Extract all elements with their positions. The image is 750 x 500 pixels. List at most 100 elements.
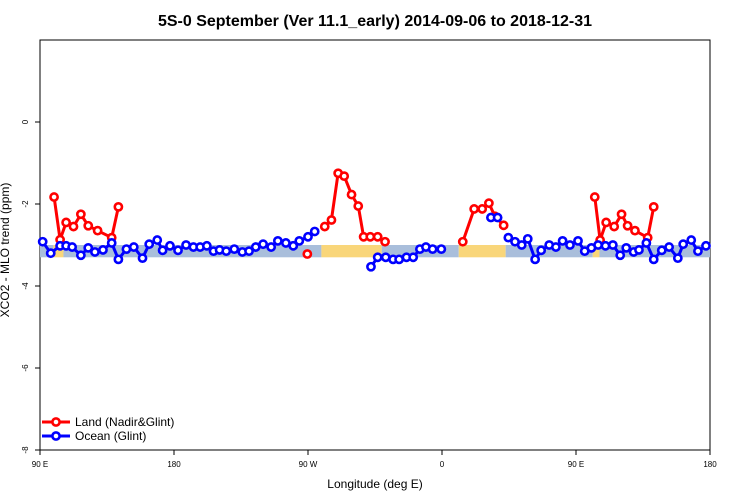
series-1-point-0-4 (67, 242, 78, 252)
series-1-point-3-0 (503, 232, 514, 243)
series-1-point-0-22 (201, 240, 212, 251)
series-0-point-3-2 (477, 204, 488, 214)
series-1-point-0-17 (165, 240, 175, 251)
y-tick-label-3: -6 (21, 364, 30, 372)
band-segment-1 (53, 245, 64, 258)
band-segment-5 (458, 245, 506, 258)
series-1-point-0-32 (272, 235, 283, 246)
series-1-point-3-7 (551, 242, 561, 252)
series-0-point-4-3 (609, 221, 620, 232)
series-1-point-3-14 (600, 240, 611, 251)
series-1-point-0-12 (128, 242, 139, 252)
series-1-point-1-0 (366, 261, 376, 272)
series-1-point-3-19 (634, 245, 644, 255)
y-axis-label: XCO2 - MLO trend (ppm) (0, 183, 12, 318)
series-1-point-0-18 (173, 245, 183, 256)
series-0-point-4-4 (616, 209, 627, 220)
series-1-point-0-8 (98, 245, 108, 255)
series-0-point-4-2 (601, 217, 612, 228)
series-0-point-0-6 (92, 225, 103, 236)
y-axis: 0 -2 -4 -6 -8 (21, 119, 40, 454)
y-tick-label-2: -4 (21, 282, 30, 290)
series-1-point-3-24 (672, 253, 683, 264)
series-0-point-2-9 (380, 236, 390, 247)
series-1-point-0-26 (229, 244, 240, 254)
series-1 (37, 212, 711, 272)
series-1-point-0-31 (266, 242, 277, 252)
legend-marker-0 (51, 417, 61, 427)
series-0-point-3-1 (469, 204, 480, 214)
series-1-point-3-13 (593, 240, 604, 250)
series-1-point-1-6 (408, 252, 419, 263)
series-1-point-3-20 (641, 238, 652, 248)
series-0-point-1-0 (302, 249, 313, 259)
x-tick-label-4: 90 E (568, 460, 584, 469)
x-tick-label-3: 0 (440, 460, 445, 469)
series-0-point-0-8 (113, 201, 124, 212)
series-0-point-2-4 (346, 189, 357, 200)
x-tick-label-0: 90 E (32, 460, 48, 469)
series-0-point-2-1 (326, 215, 337, 225)
series-1-point-0-15 (152, 235, 163, 245)
series-1-point-0-35 (294, 235, 305, 246)
legend-label-1: Ocean (Glint) (75, 429, 146, 443)
series-0-point-2-5 (353, 201, 364, 211)
x-axis-label: Longitude (deg E) (327, 477, 422, 491)
series-0-point-3-0 (457, 236, 468, 247)
series-0-point-0-3 (68, 221, 79, 232)
x-tick-label-1: 180 (167, 460, 181, 469)
series-1-point-0-13 (137, 253, 148, 264)
legend-marker-1 (51, 431, 61, 441)
band-segment-7 (592, 245, 600, 258)
series-1-point-0-37 (309, 226, 320, 237)
series-0-point-0-0 (49, 192, 59, 202)
series-1-point-0-28 (244, 246, 254, 257)
series-1-point-0-7 (90, 247, 100, 257)
series-1-point-3-28 (701, 240, 711, 251)
series-1-point-0-1 (45, 248, 56, 259)
series-1-point-3-27 (693, 246, 703, 257)
y-tick-label-4: -8 (21, 446, 30, 454)
series-1-point-3-9 (565, 240, 575, 250)
series-layer (37, 168, 711, 272)
series-1-point-1-9 (427, 244, 438, 254)
chart-title: 5S-0 September (Ver 11.1_early) 2014-09-… (158, 13, 592, 30)
y-tick-label-1: -2 (21, 200, 30, 208)
series-1-point-3-2 (516, 240, 527, 250)
series-0-point-3-3 (483, 198, 494, 209)
series-0-point-2-3 (339, 171, 350, 182)
series-0-point-0-5 (83, 220, 94, 231)
series-1-point-3-5 (536, 245, 547, 256)
series-1-point-3-23 (664, 242, 675, 252)
series-1-point-0-5 (75, 250, 86, 261)
series-1-point-0-16 (157, 245, 168, 256)
series-1-point-0-25 (221, 246, 232, 257)
series-1-point-0-34 (288, 240, 299, 251)
series-1-point-0-30 (258, 239, 269, 250)
series-1-point-0-36 (303, 231, 313, 242)
series-1-point-0-0 (37, 236, 48, 247)
series-1-point-3-3 (522, 233, 533, 244)
series-0-point-4-8 (648, 201, 659, 212)
series-1-point-0-6 (83, 242, 94, 253)
series-1-point-1-1 (372, 252, 383, 263)
series-0-point-2-8 (372, 231, 383, 242)
series-1-point-3-8 (557, 235, 568, 246)
series-1-point-3-4 (530, 254, 541, 265)
y-tick-label-0: 0 (21, 119, 30, 124)
series-1-point-0-9 (106, 238, 117, 248)
series-0-point-3-5 (498, 220, 509, 231)
series-1-point-0-10 (113, 254, 124, 265)
series-1-point-3-15 (607, 240, 618, 250)
series-0-point-4-6 (630, 225, 640, 236)
series-1-point-3-26 (686, 235, 697, 245)
series-1-point-0-14 (144, 239, 155, 250)
series-0-point-0-4 (75, 209, 86, 220)
series-1-point-3-21 (648, 254, 659, 265)
series-1-point-3-22 (656, 245, 667, 256)
series-0-point-4-0 (589, 192, 600, 202)
series-0-point-4-5 (622, 220, 633, 231)
x-tick-label-5: 180 (703, 460, 717, 469)
series-1-point-3-10 (573, 235, 583, 246)
